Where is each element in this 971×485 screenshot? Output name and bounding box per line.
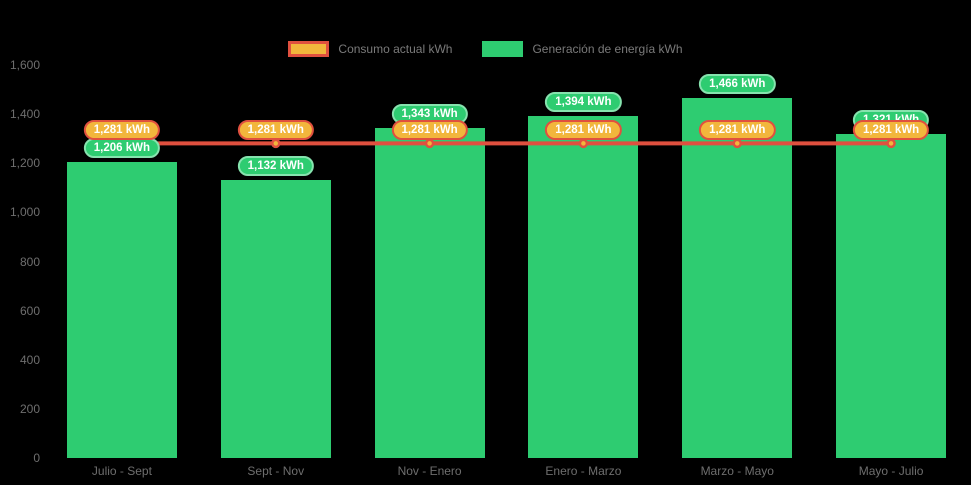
y-tick-label: 800 — [19, 254, 40, 269]
bar-generation[interactable] — [374, 128, 485, 458]
badge-generation-value: 1,206 kWh — [83, 137, 161, 158]
line-point-marker — [271, 138, 281, 149]
legend-item-generacion[interactable]: Generación de energía kWh — [482, 41, 683, 57]
x-axis-label: Enero - Marzo — [545, 464, 622, 478]
legend-label-consumo: Consumo actual kWh — [338, 42, 453, 56]
badge-generation-value: 1,466 kWh — [699, 73, 776, 94]
bar-generation[interactable] — [682, 97, 793, 458]
bar-generation[interactable] — [836, 133, 947, 458]
badge-consumption-value: 1,281 kWh — [852, 120, 930, 141]
legend-label-generacion: Generación de energía kWh — [532, 42, 683, 56]
y-tick-label: 200 — [19, 401, 40, 416]
legend-item-consumo[interactable]: Consumo actual kWh — [288, 41, 452, 57]
y-tick-label: 1,000 — [9, 205, 40, 220]
y-tick-label: 1,600 — [9, 58, 40, 72]
badge-consumption-value: 1,281 kWh — [699, 120, 776, 141]
x-axis-label: Mayo - Julio — [858, 464, 924, 478]
badge-generation-value: 1,132 kWh — [237, 155, 314, 176]
badge-generation-value: 1,394 kWh — [545, 91, 622, 112]
badge-consumption-value: 1,281 kWh — [237, 120, 314, 141]
bar-generation[interactable] — [220, 179, 331, 458]
bar-generation[interactable] — [66, 161, 177, 458]
generacion-swatch-icon — [482, 41, 524, 57]
y-tick-label: 0 — [33, 451, 40, 465]
badge-consumption-value: 1,281 kWh — [545, 120, 622, 141]
legend: Consumo actual kWh Generación de energía… — [0, 41, 971, 57]
y-tick-label: 1,200 — [9, 156, 40, 171]
bar-generation[interactable] — [528, 115, 639, 458]
y-tick-label: 400 — [19, 352, 40, 367]
badge-consumption-value: 1,281 kWh — [391, 120, 468, 141]
y-tick-label: 600 — [19, 303, 40, 318]
badge-generation-value: 1,343 kWh — [391, 104, 468, 125]
y-tick-label: 1,400 — [9, 107, 40, 122]
x-axis-label: Nov - Enero — [397, 464, 462, 478]
badge-consumption-value: 1,281 kWh — [83, 120, 161, 141]
x-axis-label: Marzo - Mayo — [700, 464, 774, 478]
x-axis-label: Julio - Sept — [91, 464, 152, 478]
consumo-swatch-icon — [288, 41, 330, 57]
x-axis-label: Sept - Nov — [247, 464, 305, 478]
